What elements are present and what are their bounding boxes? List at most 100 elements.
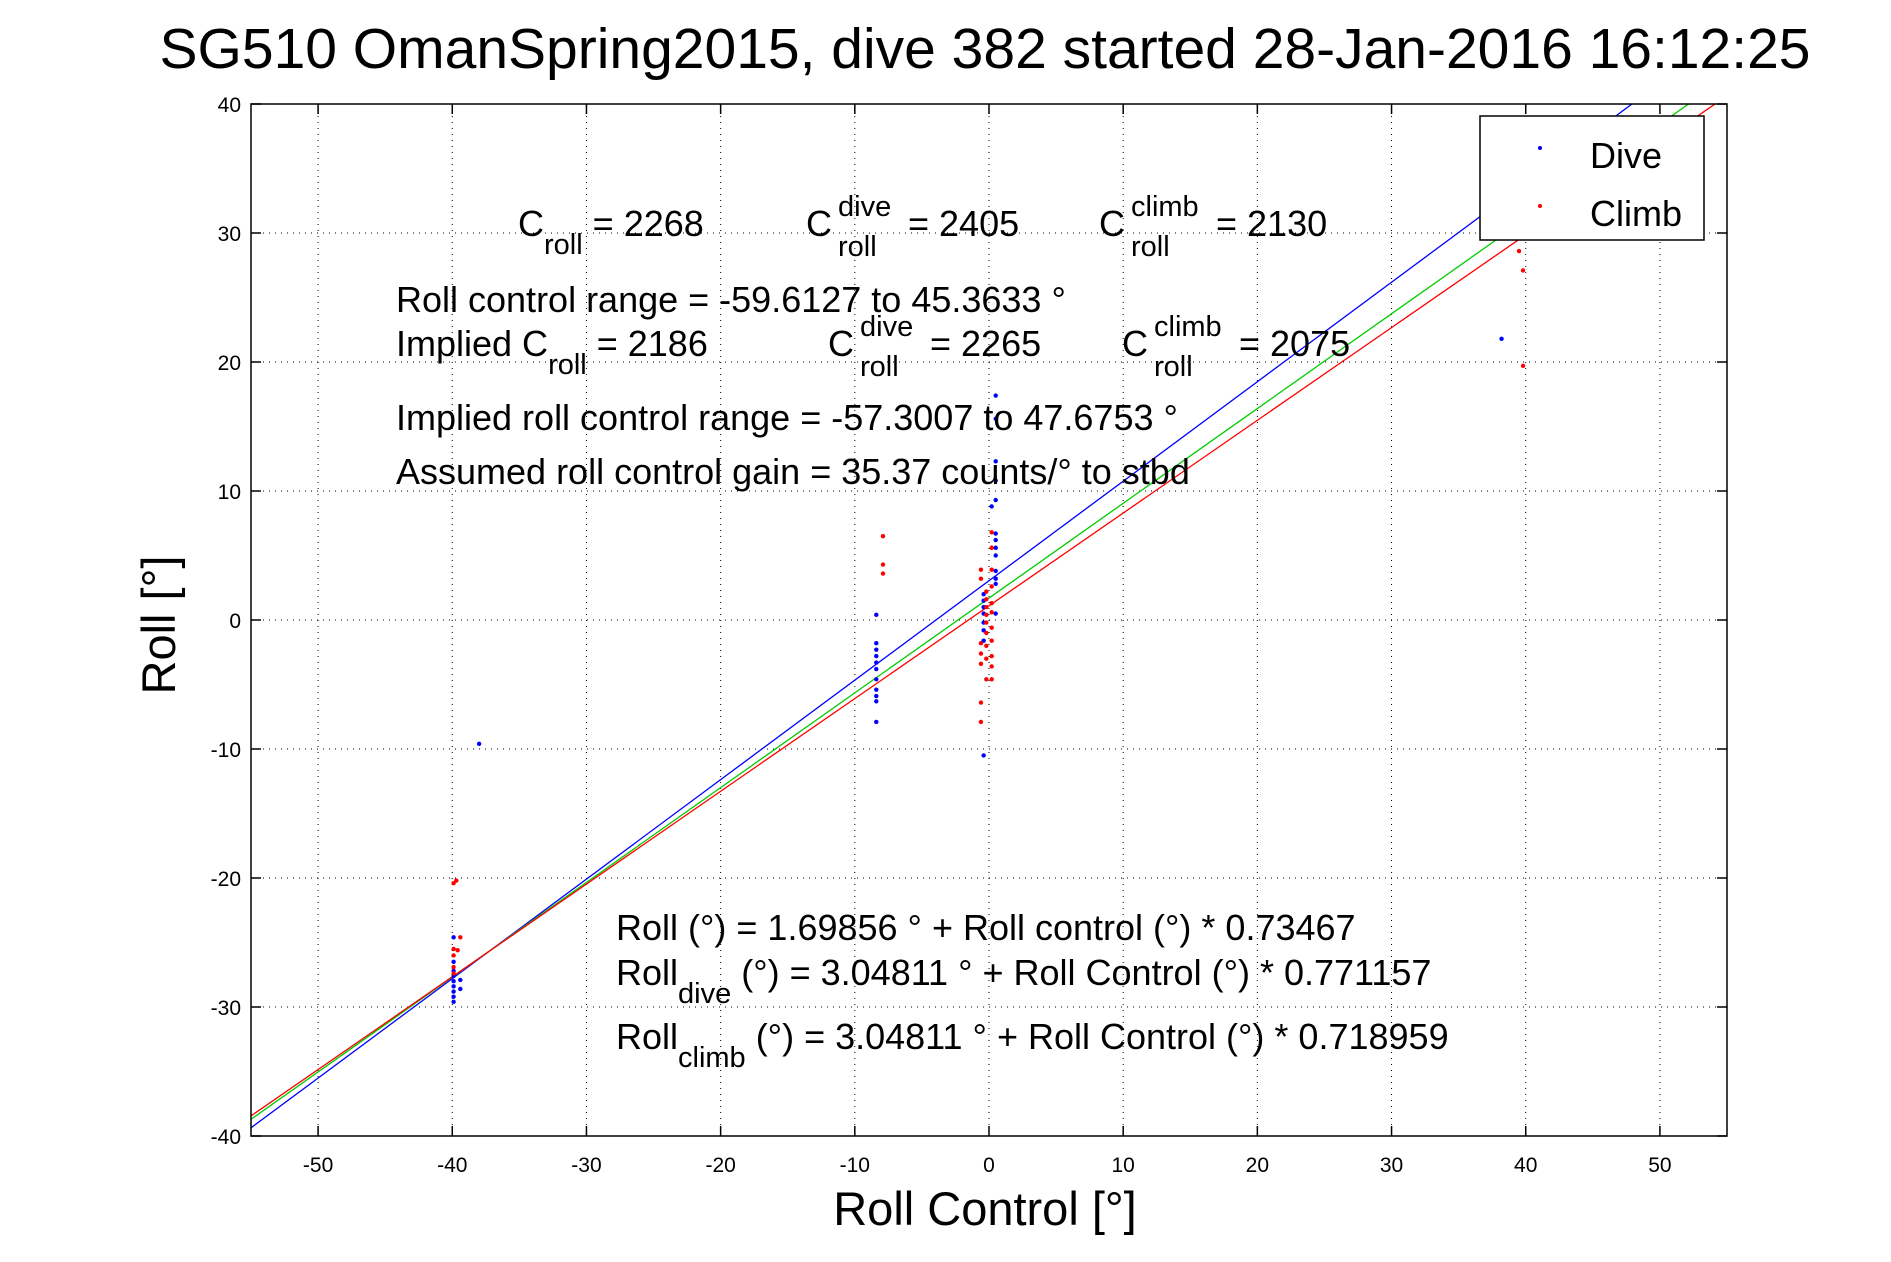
data-point-climb (984, 643, 989, 648)
x-tick-label: 0 (983, 1154, 995, 1177)
data-point-dive (874, 647, 879, 652)
data-point-dive (476, 741, 482, 747)
data-point-climb (1520, 268, 1526, 273)
data-point-climb (451, 953, 456, 958)
data-point-climb (978, 641, 984, 646)
data-point-dive (993, 581, 998, 587)
y-tick-label: -40 (211, 1126, 241, 1149)
annotation-fit-climb: Rollclimb (°) = 3.04811 ° + Roll Control… (616, 1016, 1449, 1074)
annotation-fit-dive: Rolldive (°) = 3.04811 ° + Roll Control … (616, 952, 1431, 1010)
data-point-climb (455, 948, 460, 953)
data-point-dive (874, 612, 879, 618)
x-tick-label: -20 (705, 1154, 735, 1177)
data-point-climb (989, 584, 994, 589)
data-point-climb (978, 567, 984, 572)
x-axis-label: Roll Control [°] (833, 1182, 1137, 1235)
legend-marker-climb (1538, 204, 1542, 208)
chart-title: SG510 OmanSpring2015, dive 382 started 2… (160, 17, 1811, 81)
y-tick-label: 10 (218, 481, 241, 504)
data-point-dive (993, 545, 998, 550)
data-point-dive (451, 999, 456, 1005)
data-point-dive (993, 553, 998, 558)
fit-line-climb-fit (251, 104, 1717, 1117)
data-point-climb (984, 604, 989, 610)
data-point-climb (451, 971, 456, 976)
data-point-climb (989, 653, 994, 659)
y-tick-label: 0 (229, 610, 241, 633)
x-tick-label: -30 (571, 1154, 601, 1177)
data-point-dive (989, 504, 994, 509)
data-point-climb (984, 620, 989, 625)
annotation-assumed-gain: Assumed roll control gain = 35.37 counts… (396, 451, 1190, 492)
data-point-climb (984, 630, 989, 636)
data-point-dive (451, 935, 456, 940)
data-point-dive (993, 459, 998, 464)
data-point-dive (993, 531, 998, 536)
x-tick-label: -10 (840, 1154, 870, 1177)
data-point-climb (984, 656, 989, 661)
x-tick-label: -50 (303, 1154, 333, 1177)
data-point-climb (880, 562, 886, 567)
data-point-climb (1520, 363, 1526, 369)
data-point-dive (451, 994, 456, 999)
data-point-dive (993, 611, 998, 616)
data-point-climb (451, 964, 456, 970)
data-point-dive (874, 693, 879, 699)
data-point-dive (874, 653, 879, 659)
data-point-climb (458, 935, 463, 940)
x-tick-label: 30 (1380, 1154, 1403, 1177)
y-tick-label: 40 (218, 94, 241, 117)
data-point-dive (874, 687, 879, 692)
data-point-dive (451, 979, 456, 984)
data-point-dive (874, 699, 879, 704)
data-point-climb (984, 612, 989, 618)
data-point-climb (454, 878, 459, 883)
data-point-climb (451, 946, 456, 952)
data-point-climb (989, 610, 994, 615)
data-point-dive (993, 568, 998, 574)
y-tick-label: 20 (218, 352, 241, 375)
data-point-dive (993, 393, 998, 398)
data-point-climb (989, 567, 994, 572)
data-point-climb (989, 601, 994, 606)
annotation-roll-control-range: Roll control range = -59.6127 to 45.3633… (396, 279, 1066, 320)
legend: Dive Climb (1479, 115, 1705, 241)
data-point-dive (993, 478, 998, 483)
data-point-dive (874, 719, 879, 725)
data-point-climb (978, 700, 984, 705)
data-point-dive (451, 984, 456, 989)
data-point-climb (880, 571, 886, 576)
data-point-climb (978, 576, 984, 581)
axis-ticks: -50 -40 -30 -20 -10 0 10 20 30 40 50 -40 -30 -20 -10 0 1… (211, 94, 1727, 1177)
data-point-dive (874, 666, 879, 672)
data-point-climb (1516, 248, 1522, 254)
data-point-dive (993, 497, 998, 503)
data-point-climb (989, 545, 994, 550)
x-tick-label: 50 (1648, 1154, 1671, 1177)
data-point-climb (978, 661, 984, 667)
data-point-dive (458, 986, 463, 992)
y-tick-label: -10 (211, 739, 241, 762)
data-point-climb (989, 625, 994, 630)
data-point-dive (993, 537, 998, 543)
annotation-fit-all: Roll (°) = 1.69856 ° + Roll control (°) … (616, 907, 1356, 948)
data-point-dive (1499, 336, 1504, 341)
data-point-climb (989, 664, 994, 669)
x-tick-label: -40 (437, 1154, 467, 1177)
y-tick-label: 30 (218, 223, 241, 246)
legend-label-dive: Dive (1590, 135, 1662, 176)
data-point-dive (874, 677, 879, 682)
data-point-climb (984, 677, 989, 682)
legend-label-climb: Climb (1590, 193, 1682, 234)
annotation-implied-c-roll: Implied Croll = 2186 (396, 323, 708, 381)
data-point-dive (993, 416, 998, 421)
data-point-climb (984, 597, 989, 602)
y-axis-label: Roll [°] (132, 556, 185, 695)
data-point-climb (989, 530, 994, 535)
data-point-dive (874, 641, 879, 646)
data-point-dive (451, 959, 456, 965)
